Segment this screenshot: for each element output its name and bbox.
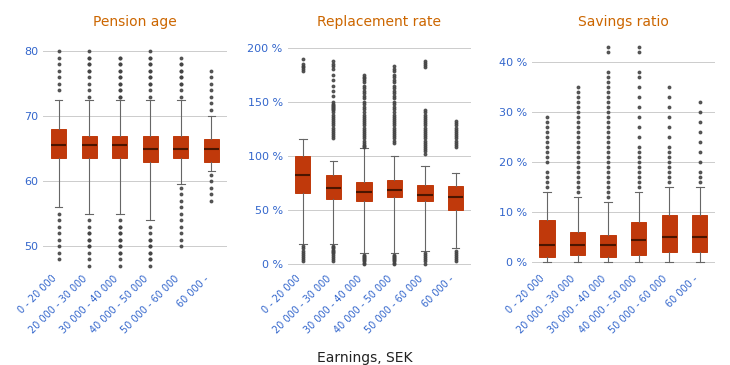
PathPatch shape [326, 175, 341, 199]
PathPatch shape [51, 129, 66, 158]
PathPatch shape [82, 136, 97, 158]
PathPatch shape [601, 235, 615, 257]
Title: Replacement rate: Replacement rate [318, 15, 441, 29]
PathPatch shape [295, 155, 310, 193]
PathPatch shape [448, 186, 463, 210]
PathPatch shape [204, 139, 219, 162]
PathPatch shape [173, 136, 188, 158]
PathPatch shape [570, 232, 585, 255]
PathPatch shape [418, 185, 433, 201]
Text: Earnings, SEK: Earnings, SEK [318, 351, 412, 365]
PathPatch shape [661, 215, 677, 252]
Title: Savings ratio: Savings ratio [578, 15, 669, 29]
PathPatch shape [692, 215, 707, 252]
PathPatch shape [142, 136, 158, 162]
PathPatch shape [631, 222, 646, 255]
PathPatch shape [387, 180, 402, 197]
PathPatch shape [356, 181, 372, 201]
PathPatch shape [539, 220, 555, 257]
PathPatch shape [112, 136, 127, 158]
Title: Pension age: Pension age [93, 15, 177, 29]
